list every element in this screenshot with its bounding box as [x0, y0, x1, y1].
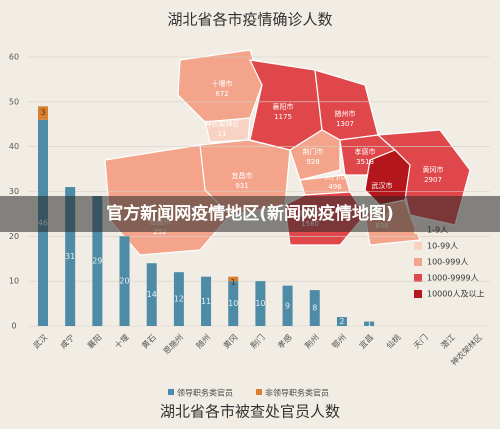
legend-label: 100-999人	[427, 258, 468, 267]
legend-label: 领导职务类官员	[177, 388, 233, 398]
data-label: 14	[147, 290, 157, 299]
data-label: 10	[228, 299, 238, 308]
region-value: 928	[306, 158, 319, 166]
legend-swatch	[168, 389, 174, 395]
region-value: 1175	[274, 113, 292, 121]
bar	[119, 236, 130, 326]
bar	[38, 106, 48, 120]
legend-label: 10-99人	[427, 242, 458, 251]
legend-swatch	[414, 274, 422, 282]
data-label: 12	[174, 295, 184, 304]
map-region	[289, 129, 341, 181]
y-tick-label: 40	[9, 142, 19, 151]
region-name: 襄阳市	[273, 102, 294, 111]
y-tick-label: 20	[9, 232, 19, 241]
legend-label: 10000人及以上	[427, 290, 484, 299]
region-name: 武汉市	[372, 181, 393, 190]
data-label: 8	[312, 304, 317, 313]
bar	[228, 281, 239, 326]
data-label: 1	[367, 319, 372, 328]
region-name: 神农架林区	[205, 119, 240, 128]
legend-label: 1000-9999人	[427, 274, 479, 283]
region-name: 孝感市	[355, 147, 376, 156]
data-label: 11	[201, 297, 211, 306]
legend-swatch	[256, 389, 262, 395]
y-tick-label: 30	[9, 187, 19, 196]
legend-label: 非领导职务类官员	[265, 388, 329, 398]
region-value: 1307	[336, 120, 354, 128]
region-value: 11	[218, 130, 227, 138]
caption-banner	[0, 196, 500, 232]
data-label: 3	[40, 108, 45, 117]
region-name: 十堰市	[212, 79, 233, 88]
bar	[65, 187, 76, 326]
bar	[201, 276, 212, 326]
data-label: 31	[65, 252, 75, 261]
bar	[282, 285, 293, 326]
region-value: 931	[235, 182, 248, 190]
region-value: 672	[215, 90, 228, 98]
region-name: 随州市	[335, 109, 356, 118]
bar	[336, 317, 347, 326]
region-name: 宜昌市	[232, 171, 253, 180]
region-value: 3518	[356, 158, 374, 166]
caption: 官方新闻网疫情地区(新闻网疫情地图)	[106, 203, 394, 224]
region-name: 黄冈市	[423, 165, 444, 174]
region-value: 496	[328, 183, 342, 191]
y-tick-label: 60	[9, 53, 19, 62]
legend-swatch	[414, 242, 422, 250]
bar	[146, 263, 157, 326]
y-tick-label: 10	[9, 277, 19, 286]
legend-swatch	[414, 290, 422, 298]
bar	[92, 195, 103, 326]
data-label: 20	[119, 277, 129, 286]
region-name: 荆门市	[303, 147, 324, 156]
y-tick-label: 50	[9, 97, 19, 106]
region-value: 2907	[424, 176, 442, 184]
data-label: 29	[92, 256, 102, 265]
legend-swatch	[414, 258, 422, 266]
data-label: 9	[285, 301, 290, 310]
bar	[309, 290, 320, 326]
region-name: 天门市	[325, 172, 346, 181]
bar-title: 湖北省各市被查处官员人数	[160, 403, 340, 421]
bar	[228, 276, 239, 282]
bar	[173, 272, 184, 326]
data-label: 1	[231, 278, 236, 287]
y-tick-label: 0	[11, 322, 16, 331]
data-label: 10	[255, 299, 265, 308]
data-label: 2	[339, 317, 344, 326]
map-title: 湖北省各市疫情确诊人数	[167, 11, 332, 29]
bar	[255, 281, 266, 326]
bar	[364, 321, 375, 326]
